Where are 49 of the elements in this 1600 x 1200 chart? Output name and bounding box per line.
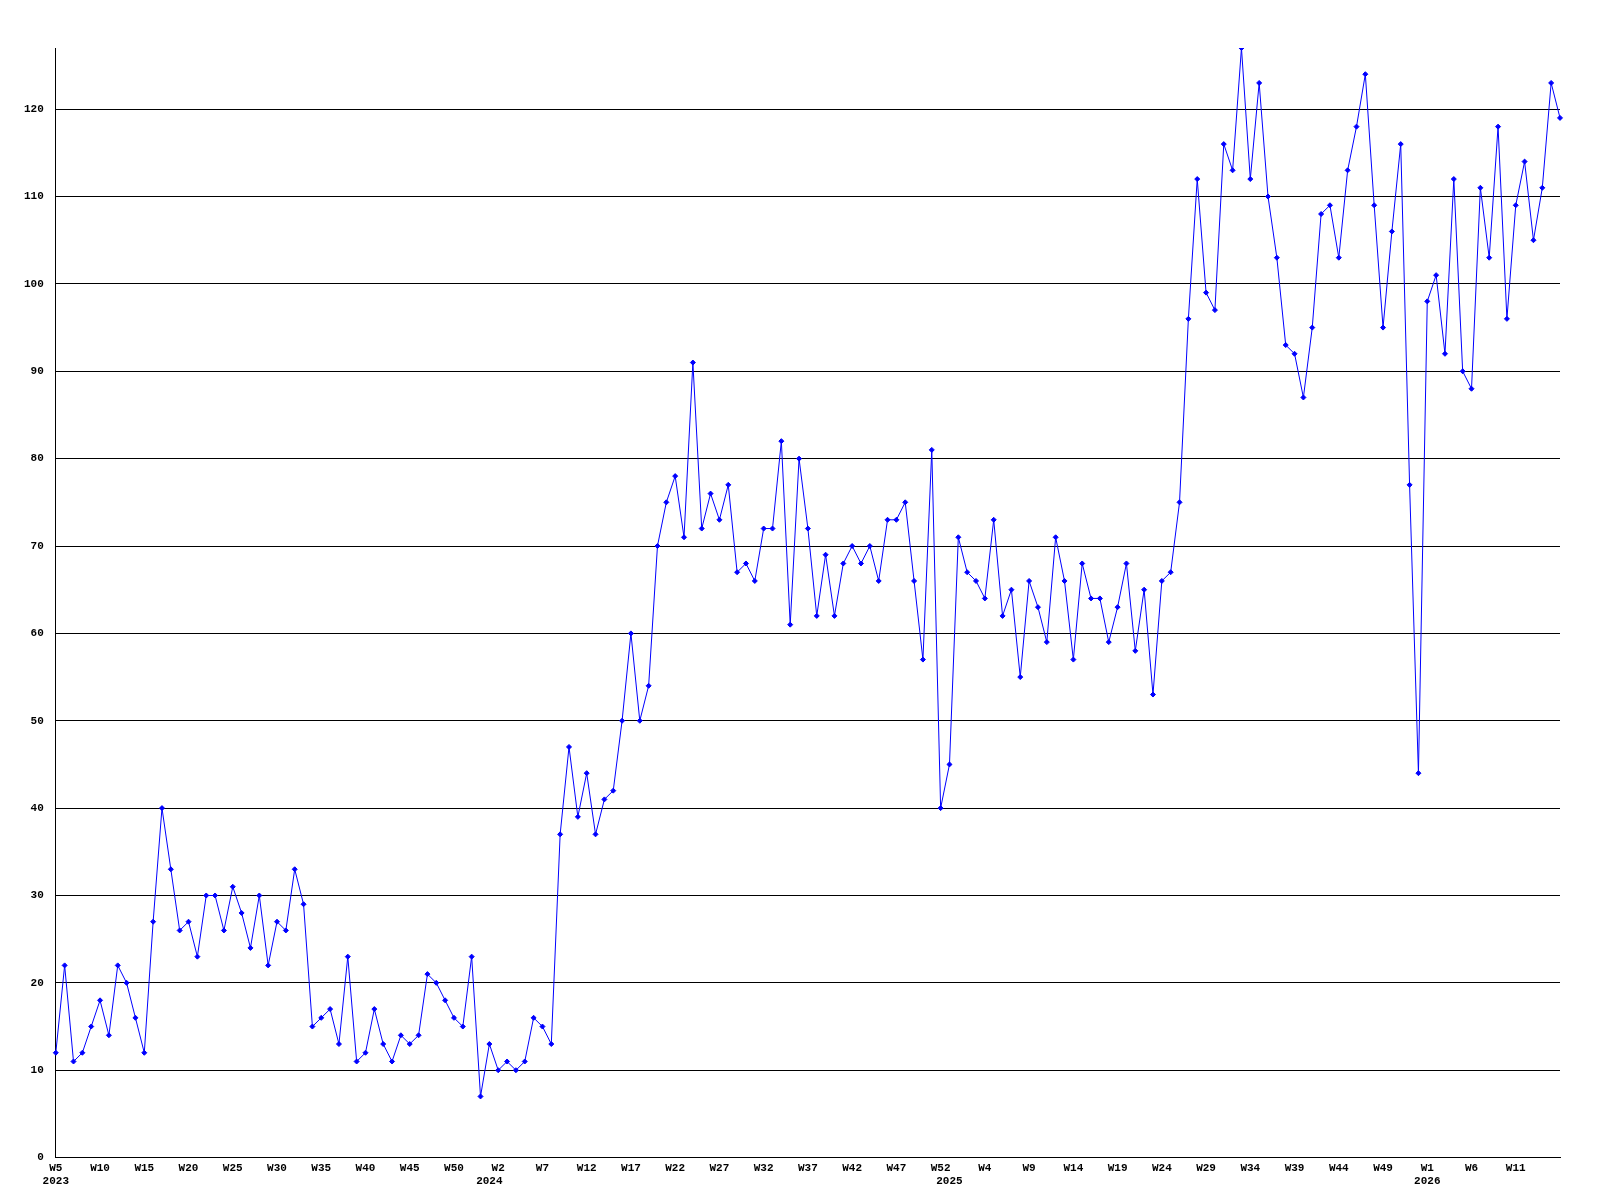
x-tick-label: W39 xyxy=(1284,1161,1305,1174)
x-tick-label: W4 xyxy=(978,1161,992,1174)
y-tick-label: 10 xyxy=(30,1064,44,1076)
x-tick-label: W49 xyxy=(1373,1161,1393,1174)
x-tick-label: W11 xyxy=(1505,1161,1527,1174)
x-tick-label: W14 xyxy=(1063,1161,1084,1174)
y-tick-label: 20 xyxy=(30,976,44,989)
x-tick-label: 2025 xyxy=(936,1175,964,1188)
y-tick-label: 80 xyxy=(30,452,44,465)
x-tick-label: W45 xyxy=(399,1161,421,1174)
x-tick-label: W40 xyxy=(355,1161,376,1174)
x-tick-label: W1 2026 xyxy=(1414,1161,1441,1188)
x-tick-label: W30 xyxy=(267,1161,287,1174)
y-tick-label: 60 xyxy=(30,627,44,640)
x-tick-label: W10 xyxy=(90,1161,110,1174)
y-tick-label: 120 xyxy=(23,102,44,115)
y-tick-label: 0 xyxy=(37,1151,44,1164)
y-tick-label: 100 xyxy=(23,277,44,290)
y-tick-label: 110 xyxy=(23,190,44,203)
y-tick-label: 40 xyxy=(30,801,44,814)
y-tick-label: 90 xyxy=(30,365,44,378)
y-tick-label: 30 xyxy=(30,889,44,902)
x-tick-label: W22 xyxy=(665,1161,686,1174)
x-tick-label: W6 xyxy=(1464,1161,1479,1174)
x-tick-label: W52 xyxy=(930,1161,951,1174)
x-tick-label: W32 xyxy=(753,1161,774,1174)
x-tick-label: W44 xyxy=(1328,1161,1350,1174)
x-tick-label: W34 xyxy=(1240,1161,1261,1174)
x-tick-label: W15 xyxy=(134,1161,155,1174)
x-tick-label: 2024 xyxy=(476,1175,503,1188)
y-tick-label: 50 xyxy=(30,714,44,727)
x-tick-label: W20 xyxy=(178,1161,199,1174)
x-tick-label: W2 xyxy=(491,1161,505,1174)
x-tick-label: W47 xyxy=(886,1161,907,1174)
x-tick-label: W5 2023 xyxy=(42,1161,70,1188)
x-tick-label: W37 xyxy=(798,1161,818,1174)
x-tick-label: W35 xyxy=(311,1161,332,1174)
x-tick-label: W12 xyxy=(576,1161,597,1174)
x-tick-label: W17 xyxy=(621,1161,641,1174)
x-tick-label: W7 xyxy=(535,1161,550,1174)
x-tick-label: W42 xyxy=(842,1161,863,1174)
x-tick-label: W9 xyxy=(1022,1161,1036,1174)
x-tick-label: W19 xyxy=(1107,1161,1128,1174)
x-tick-label: W29 xyxy=(1196,1161,1216,1174)
y-tick-label: 70 xyxy=(30,539,44,552)
x-tick-label: W27 xyxy=(709,1161,730,1174)
x-tick-label: W50 xyxy=(444,1161,464,1174)
x-tick-label: W25 xyxy=(222,1161,244,1174)
x-tick-label: W24 xyxy=(1151,1161,1173,1174)
